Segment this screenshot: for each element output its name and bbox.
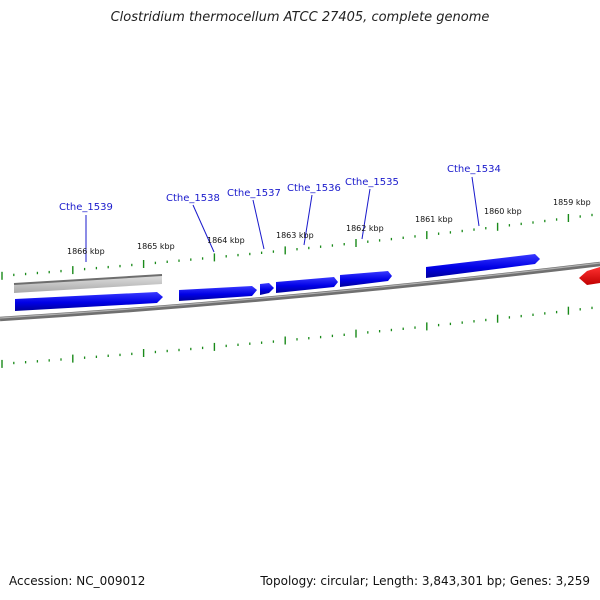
gene-label-cthe-1537[interactable]: Cthe_1537: [227, 188, 281, 199]
scale-label-1865: 1865 kbp: [137, 242, 175, 251]
gene-label-leaders: [85, 176, 480, 262]
genome-backbone: [0, 261, 600, 322]
scale-ticks-outer: [1, 213, 593, 280]
scale-label-1860: 1860 kbp: [484, 207, 522, 216]
scale-label-1863: 1863 kbp: [276, 231, 314, 240]
gene-label-cthe-1535[interactable]: Cthe_1535: [345, 177, 399, 188]
gene-arrow-cthe-1537[interactable]: [260, 283, 274, 295]
gene-label-cthe-1536[interactable]: Cthe_1536: [287, 183, 341, 194]
gene-label-cthe-1539[interactable]: Cthe_1539: [59, 202, 113, 213]
scale-label-1862: 1862 kbp: [346, 224, 384, 233]
map-title: Clostridium thermocellum ATCC 27405, com…: [110, 10, 490, 25]
gene-arrow-cthe-1536[interactable]: [276, 277, 338, 293]
scale-ticks-inner: [1, 306, 593, 368]
genome-summary-text: Topology: circular; Length: 3,843,301 bp…: [260, 574, 590, 588]
gene-arrow-cthe-1538[interactable]: [179, 286, 257, 301]
scale-label-1866: 1866 kbp: [67, 247, 105, 256]
scale-label-1859: 1859 kbp: [553, 198, 591, 207]
gene-arrow-red[interactable]: [579, 267, 600, 285]
gene-arrow-cthe-1534[interactable]: [426, 254, 540, 278]
accession-text: Accession: NC_009012: [9, 574, 146, 588]
gene-arrow-cthe-1539[interactable]: [15, 292, 163, 311]
scale-label-1864: 1864 kbp: [207, 236, 245, 245]
genome-backbone-highlight: [0, 262, 600, 319]
gene-label-cthe-1538[interactable]: Cthe_1538: [166, 193, 220, 204]
gene-arrow-cthe-1535[interactable]: [340, 271, 392, 287]
pseudogene-feature[interactable]: [13, 274, 163, 293]
scale-label-1861: 1861 kbp: [415, 215, 453, 224]
gene-label-cthe-1534[interactable]: Cthe_1534: [447, 164, 501, 175]
